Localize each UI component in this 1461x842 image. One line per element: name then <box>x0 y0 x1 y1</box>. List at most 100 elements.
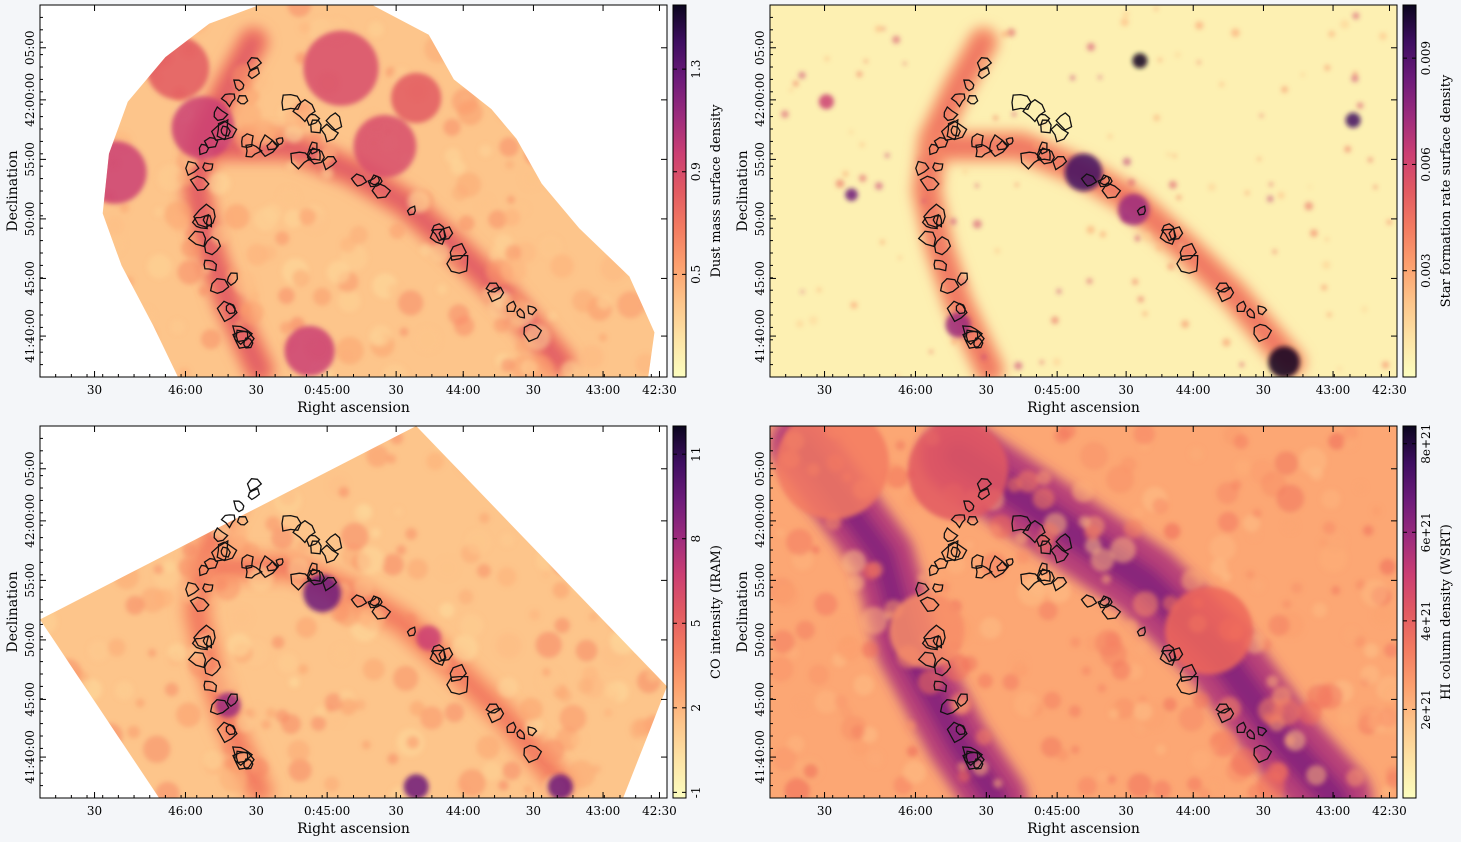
colorbar-label: CO intensity (IRAM) <box>709 545 724 679</box>
panel-hi: 30 46:00 30 0:45:00 30 44:00 30 43:00 42:30 05:00… <box>730 421 1460 842</box>
emission-blob <box>1345 112 1361 128</box>
y-tick-label: 05:00 <box>23 30 37 65</box>
y-tick-label: 41:40:00 <box>753 730 767 784</box>
colorbar-tick-label: 11 <box>689 447 703 462</box>
colorbar-tick-label: 0.003 <box>1419 254 1433 288</box>
colorbar <box>672 4 687 378</box>
y-tick-label: 42:00:00 <box>23 73 37 127</box>
colorbar-label: HI column density (WSRT) <box>1439 524 1454 700</box>
x-axis-label: Right ascension <box>1027 400 1140 416</box>
emission-blob <box>818 94 834 110</box>
x-tick-label: 42:30 <box>642 383 677 397</box>
y-tick-label: 55:00 <box>753 142 767 177</box>
x-tick-label: 0:45:00 <box>1034 804 1080 818</box>
colorbar-tick-label: 2 <box>689 704 703 712</box>
colorbar-label: Dust mass surface density <box>709 104 724 278</box>
colorbar-tick-label: 0.006 <box>1419 147 1433 181</box>
y-tick-label: 42:00:00 <box>753 494 767 548</box>
x-tick-label: 30 <box>817 804 832 818</box>
x-tick-label: 46:00 <box>168 383 203 397</box>
panel-co: 30 46:00 30 0:45:00 30 44:00 30 43:00 42:30 05:00… <box>0 421 730 842</box>
contour-overlay <box>915 57 1273 349</box>
x-tick-label: 30 <box>526 383 541 397</box>
map-image <box>770 5 1397 377</box>
x-tick-label: 42:30 <box>642 804 677 818</box>
emission-blob <box>215 692 241 718</box>
x-tick-label: 30 <box>1256 383 1271 397</box>
y-axis-label: Declination <box>5 571 21 652</box>
emission-blob <box>1268 346 1300 377</box>
colorbar-tick-label: 6e+21 <box>1419 512 1433 552</box>
x-axis-label: Right ascension <box>297 821 410 837</box>
emission-blob <box>1118 193 1150 226</box>
y-tick-label: 50:00 <box>23 623 37 658</box>
emission-blob <box>776 426 890 520</box>
colorbar-tick-label: 8 <box>689 535 703 543</box>
y-tick-label: 45:00 <box>23 261 37 296</box>
emission-blob <box>907 426 1009 521</box>
x-tick-label: 30 <box>1256 804 1271 818</box>
colorbar-label: Star formation rate surface density <box>1439 74 1454 307</box>
panel-dust: 30 46:00 30 0:45:00 30 44:00 30 43:00 42:30 05:00… <box>0 0 730 421</box>
x-tick-label: 43:00 <box>1316 383 1351 397</box>
y-tick-label: 41:40:00 <box>23 730 37 784</box>
emission-blob <box>102 141 147 204</box>
y-axis-label: Declination <box>735 571 751 652</box>
contour-overlay <box>915 478 1273 770</box>
chart-svg: 30 46:00 30 0:45:00 30 44:00 30 43:00 42:30 05:00… <box>5 4 724 416</box>
y-tick-label: 42:00:00 <box>23 494 37 548</box>
x-tick-label: 44:00 <box>1176 804 1211 818</box>
x-tick-label: 46:00 <box>168 804 203 818</box>
emission-blob <box>1132 53 1148 69</box>
y-tick-label: 50:00 <box>753 202 767 237</box>
y-axis-label: Declination <box>735 150 751 231</box>
emission-blob <box>845 188 858 201</box>
x-axis-label: Right ascension <box>1027 821 1140 837</box>
emission-blob <box>303 30 379 106</box>
y-tick-label: 50:00 <box>753 623 767 658</box>
y-axis-label: Declination <box>5 150 21 231</box>
colorbar-tick-label: 8e+21 <box>1419 424 1433 464</box>
x-tick-label: 44:00 <box>1176 383 1211 397</box>
x-tick-label: 30 <box>1118 804 1133 818</box>
map-image <box>40 426 667 798</box>
x-tick-label: 46:00 <box>898 383 933 397</box>
x-tick-label: 30 <box>249 804 264 818</box>
emission-blob <box>403 774 429 798</box>
colorbar <box>1402 4 1417 378</box>
x-tick-label: 43:00 <box>586 383 621 397</box>
x-tick-label: 0:45:00 <box>1034 383 1080 397</box>
colorbar-tick-label: 5 <box>689 619 703 627</box>
emission-blob <box>1064 153 1103 192</box>
y-tick-label: 05:00 <box>23 451 37 486</box>
map-image <box>40 5 667 377</box>
chart-svg: 30 46:00 30 0:45:00 30 44:00 30 43:00 42:30 05:00… <box>735 424 1454 837</box>
colorbar-tick-label: -1 <box>689 787 703 799</box>
x-tick-label: 30 <box>249 383 264 397</box>
chart-svg: 30 46:00 30 0:45:00 30 44:00 30 43:00 42:30 05:00… <box>5 425 724 837</box>
x-tick-label: 42:30 <box>1372 804 1407 818</box>
x-tick-label: 44:00 <box>446 383 481 397</box>
y-tick-label: 45:00 <box>753 261 767 296</box>
emission-blob <box>171 96 235 160</box>
x-axis-label: Right ascension <box>297 400 410 416</box>
y-tick-label: 50:00 <box>23 202 37 237</box>
contour-overlay <box>185 57 543 349</box>
emission-blob <box>391 72 442 124</box>
panel-sfr: 30 46:00 30 0:45:00 30 44:00 30 43:00 42:30 05:00… <box>730 0 1460 421</box>
emission-blob <box>547 774 573 798</box>
x-tick-label: 43:00 <box>1316 804 1351 818</box>
x-tick-label: 44:00 <box>446 804 481 818</box>
contour-overlay <box>185 478 543 770</box>
colorbar-tick-label: 0.9 <box>689 162 703 181</box>
emission-blob <box>416 625 442 651</box>
y-tick-label: 41:40:00 <box>753 309 767 363</box>
x-tick-label: 0:45:00 <box>304 383 350 397</box>
x-tick-label: 43:00 <box>586 804 621 818</box>
x-tick-label: 30 <box>526 804 541 818</box>
emission-blob <box>889 593 965 669</box>
x-tick-label: 30 <box>979 383 994 397</box>
colorbar-tick-label: 0.009 <box>1419 41 1433 75</box>
colorbar <box>672 425 687 799</box>
colorbar-tick-label: 4e+21 <box>1419 601 1433 641</box>
